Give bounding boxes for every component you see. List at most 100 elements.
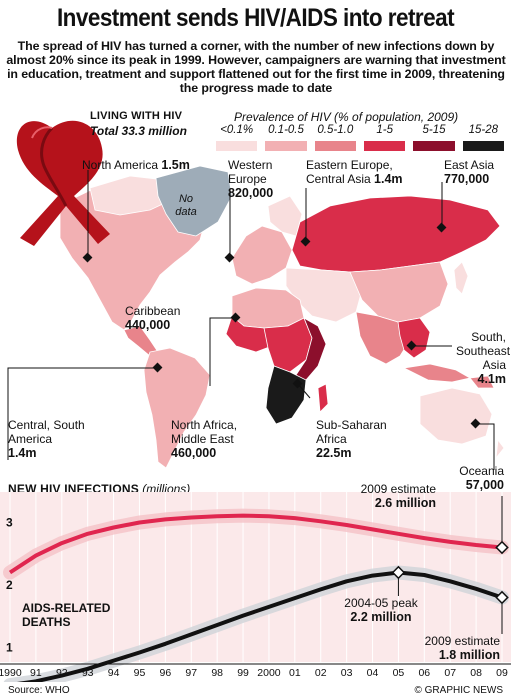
caribbean-value: 440,000 <box>125 318 171 332</box>
peak-line2: 2.2 million <box>350 610 412 624</box>
region-japan <box>453 261 469 295</box>
western-europe-value: 820,000 <box>228 186 274 200</box>
western-europe-name1: Western <box>228 158 273 172</box>
label-north-america: North America 1.5m <box>82 158 190 172</box>
label-central-south-america: Central, South America 1.4m <box>8 418 85 460</box>
eastern-europe-value: 1.4m <box>374 172 403 186</box>
x-tick-5: 95 <box>134 667 146 679</box>
legend-swatch-0 <box>216 141 258 151</box>
living-total: Total 33.3 million <box>90 124 187 138</box>
western-europe-name2: Europe <box>228 172 267 186</box>
legend-swatch-1 <box>265 141 307 151</box>
south-asia-value: 4.1m <box>477 372 507 386</box>
csa-name1: Central, South <box>8 418 85 432</box>
region-south-america <box>143 347 211 469</box>
x-tick-17: 07 <box>444 667 456 679</box>
intro-text: The spread of HIV has turned a corner, w… <box>6 39 506 95</box>
red-ribbon-icon <box>16 120 111 246</box>
x-tick-11: 01 <box>289 667 301 679</box>
series-line-0 <box>8 513 503 575</box>
source-text: Source: WHO <box>8 685 70 696</box>
north-america-name: North America <box>82 158 159 172</box>
x-tick-12: 02 <box>315 667 327 679</box>
legend-label-2: 0.5-1.0 <box>317 124 354 136</box>
no-data-line1: No <box>178 193 194 205</box>
label-western-europe: Western Europe 820,000 <box>228 158 273 200</box>
south-asia-name2: Southeast <box>456 344 511 358</box>
legend-label-3: 1-5 <box>376 124 393 136</box>
map-markers <box>82 222 481 429</box>
marker-deaths-2009 <box>495 590 509 605</box>
region-papua <box>469 375 495 389</box>
world-map <box>7 120 505 470</box>
x-tick-7: 97 <box>185 667 197 679</box>
est-deaths-line2: 1.8 million <box>438 648 500 662</box>
annotation-infections-estimate: 2009 estimate 2.6 million <box>346 482 436 510</box>
x-tick-2: 92 <box>56 667 68 679</box>
legend-swatch-3 <box>364 141 406 151</box>
x-tick-3: 93 <box>82 667 94 679</box>
label-east-asia: East Asia 770,000 <box>444 158 494 186</box>
x-tick-4: 94 <box>108 667 120 679</box>
label-oceania: Oceania 57,000 <box>446 464 504 492</box>
deaths-series-label: AIDS-RELATED DEATHS <box>22 601 110 629</box>
living-heading: LIVING WITH HIV <box>90 110 183 122</box>
region-western-europe <box>231 225 293 285</box>
east-asia-value: 770,000 <box>444 172 490 186</box>
annotation-deaths-estimate: 2009 estimate 1.8 million <box>404 634 500 662</box>
region-eastern-europe <box>291 195 501 273</box>
map-landmasses <box>59 165 505 469</box>
label-sub-saharan: Sub-Saharan Africa 22.5m <box>316 418 387 460</box>
y-tick-3: 3 <box>6 516 13 530</box>
sub-saharan-name1: Sub-Saharan <box>316 418 387 432</box>
label-south-asia: South, Southeast Asia 4.1m <box>456 330 511 386</box>
legend-label-1: 0.1-0.5 <box>268 124 304 136</box>
legend: <0.1% 0.1-0.5 0.5-1.0 1-5 5-15 15-28 <box>212 124 508 156</box>
label-eastern-europe: Eastern Europe, Central Asia 1.4m <box>306 158 403 186</box>
north-africa-name2: Middle East <box>171 432 234 446</box>
page-title: Investment sends HIV/AIDS into retreat <box>56 4 455 32</box>
credit-text: © GRAPHIC NEWS <box>414 685 504 696</box>
y-tick-2: 2 <box>6 578 13 592</box>
legend-swatch-4 <box>413 141 455 151</box>
marker-infections-2009 <box>495 540 509 555</box>
legend-swatch-5 <box>462 141 504 151</box>
sub-saharan-name2: Africa <box>316 432 347 446</box>
x-tick-13: 03 <box>341 667 353 679</box>
peak-line1: 2004-05 peak <box>344 596 418 610</box>
series-line-1 <box>16 570 503 682</box>
legend-label-0: <0.1% <box>220 124 254 136</box>
x-tick-10: 2000 <box>257 667 281 679</box>
region-greenland <box>155 165 233 237</box>
label-caribbean: Caribbean 440,000 <box>125 304 180 332</box>
deaths-label-line1: AIDS-RELATED <box>22 601 111 615</box>
legend-title: Prevalence of HIV (% of population, 2009… <box>234 110 459 124</box>
annotation-deaths-peak: 2004-05 peak 2.2 million <box>336 596 426 624</box>
legend-label-4: 5-15 <box>422 124 446 136</box>
marker-deaths-peak <box>391 565 406 580</box>
north-america-value: 1.5m <box>161 158 190 172</box>
x-tick-19: 09 <box>496 667 508 679</box>
x-tick-16: 06 <box>418 667 430 679</box>
x-tick-9: 99 <box>237 667 249 679</box>
region-southeast-asia <box>397 317 431 359</box>
est-deaths-line1: 2009 estimate <box>424 634 500 648</box>
south-asia-name3: Asia <box>482 358 506 372</box>
north-africa-value: 460,000 <box>171 446 217 460</box>
south-asia-name1: South, <box>471 330 506 344</box>
eastern-europe-name2: Central Asia <box>306 172 371 186</box>
north-africa-name1: North Africa, <box>171 418 238 432</box>
y-tick-1: 1 <box>6 641 13 655</box>
infections-chart: 1 2 3 1990 91 92 93 94 95 96 97 98 99 2000 01 02 03 04 05 0… <box>0 492 511 682</box>
label-north-africa: North Africa, Middle East 460,000 <box>171 418 237 460</box>
legend-label-5: 15-28 <box>468 124 499 136</box>
eastern-europe-name1: Eastern Europe, <box>306 158 393 172</box>
caribbean-name: Caribbean <box>125 304 181 318</box>
x-tick-6: 96 <box>160 667 172 679</box>
legend-swatch-2 <box>314 141 356 151</box>
region-south-asia <box>355 311 411 365</box>
est-infections-line2: 2.6 million <box>374 496 436 510</box>
map-leaders <box>7 170 495 470</box>
region-middle-east <box>285 267 363 323</box>
oceania-value: 57,000 <box>465 478 504 492</box>
